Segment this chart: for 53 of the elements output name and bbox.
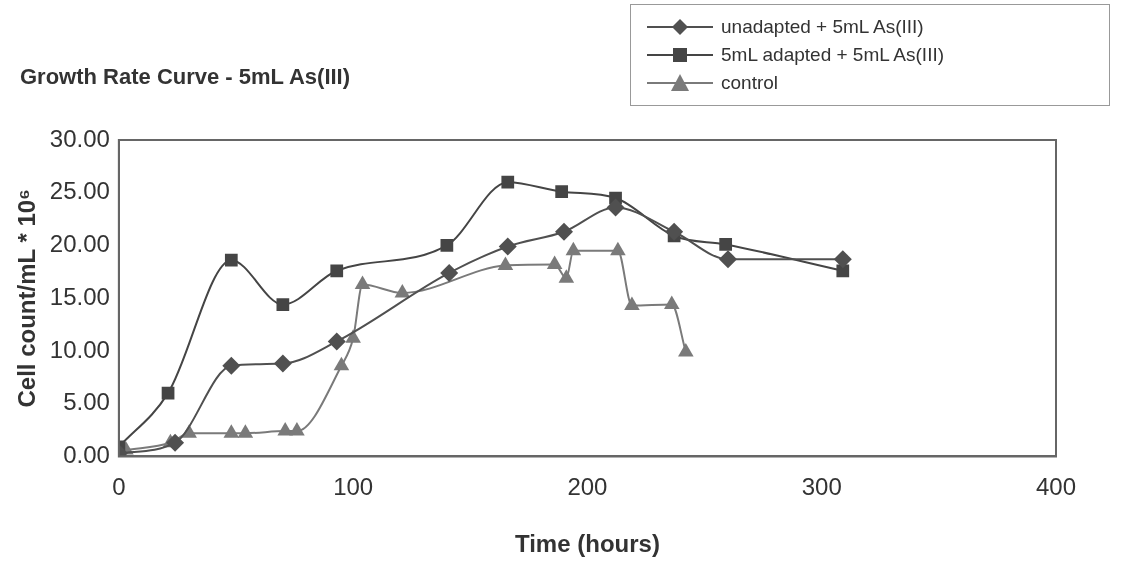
- point: [497, 256, 514, 271]
- point: [558, 269, 575, 283]
- point: [273, 354, 292, 373]
- y-tick-label: 15.00: [49, 282, 110, 310]
- legend-label: unadapted + 5mL As(III): [721, 16, 924, 38]
- y-tick-label: 0.00: [63, 441, 110, 469]
- point: [223, 424, 240, 438]
- point: [237, 424, 254, 438]
- point: [833, 250, 852, 269]
- point: [354, 275, 371, 289]
- y-axis-title: Cell count/mL * 10⁶: [13, 188, 41, 408]
- point: [289, 422, 305, 436]
- x-tick-label: 200: [567, 473, 608, 501]
- point: [501, 175, 515, 189]
- y-tick-label: 10.00: [49, 335, 110, 363]
- point: [610, 241, 626, 256]
- legend-label: control: [721, 72, 779, 94]
- point: [166, 433, 185, 452]
- point: [333, 356, 350, 371]
- point: [224, 253, 238, 267]
- point: [555, 185, 569, 199]
- x-axis-title: Time (hours): [514, 530, 660, 558]
- point: [606, 198, 625, 217]
- point: [440, 263, 459, 282]
- point: [327, 332, 346, 351]
- x-tick-label: 0: [112, 473, 126, 501]
- point: [345, 329, 361, 343]
- x-tick-label: 300: [801, 473, 842, 501]
- point: [663, 295, 680, 310]
- x-tick-label: 100: [333, 473, 374, 501]
- point: [546, 255, 563, 269]
- point: [665, 222, 684, 241]
- point: [678, 342, 694, 357]
- legend-label: 5mL adapted + 5mL As(III): [721, 44, 945, 66]
- point: [555, 222, 573, 241]
- point: [565, 241, 582, 256]
- y-tick-label: 25.00: [49, 177, 110, 205]
- y-tick-label: 5.00: [63, 388, 110, 416]
- point: [276, 298, 290, 311]
- x-tick-label: 400: [1035, 473, 1077, 501]
- y-tick-label: 30.00: [49, 124, 110, 152]
- y-tick-label: 20.00: [49, 230, 110, 258]
- point: [277, 422, 293, 436]
- point: [836, 264, 850, 278]
- point: [394, 283, 411, 298]
- point: [719, 238, 733, 251]
- chart-title: Growth Rate Curve - 5mL As(III): [20, 64, 351, 90]
- point: [719, 250, 737, 269]
- point: [440, 239, 454, 252]
- point: [624, 296, 640, 311]
- point: [222, 356, 241, 375]
- point: [330, 264, 344, 278]
- point: [498, 237, 517, 256]
